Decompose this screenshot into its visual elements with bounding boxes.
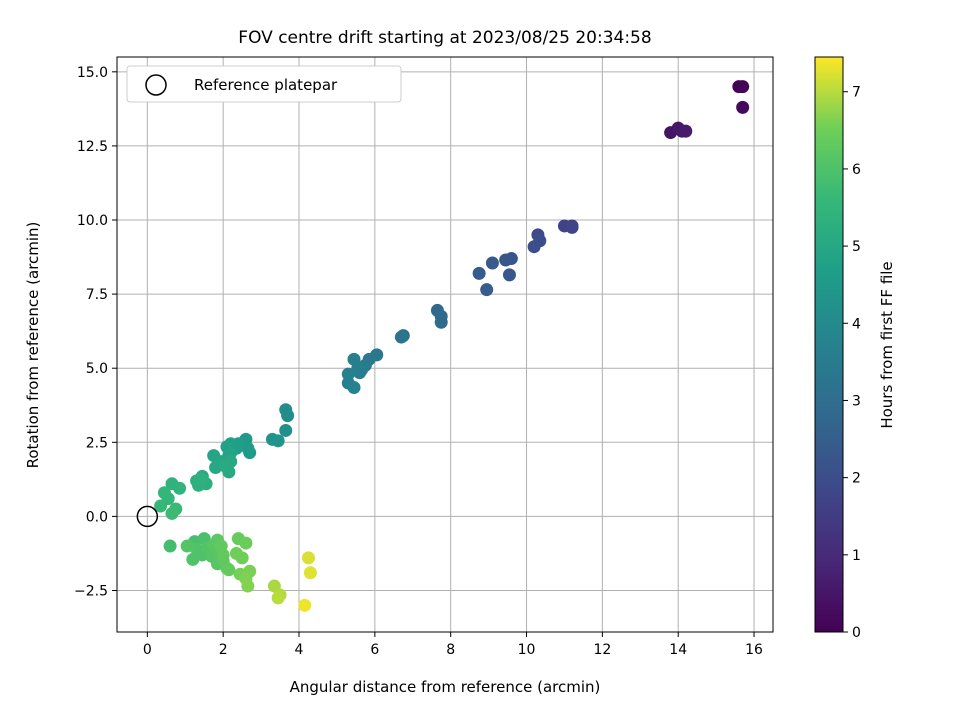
data-point xyxy=(303,566,317,580)
chart-title: FOV centre drift starting at 2023/08/25 … xyxy=(238,28,651,48)
colorbar-tick-label: 0 xyxy=(852,625,861,641)
data-point xyxy=(679,124,693,138)
data-point xyxy=(485,256,499,270)
legend-box xyxy=(126,65,402,103)
data-point xyxy=(502,268,516,282)
data-point xyxy=(243,446,257,460)
y-tick-label: 0.0 xyxy=(86,509,108,525)
y-tick-label: 2.5 xyxy=(86,435,108,451)
data-point xyxy=(527,240,541,254)
legend-label: Reference platepar xyxy=(194,76,338,94)
data-point xyxy=(279,423,293,437)
colorbar-gradient xyxy=(814,56,844,633)
data-point xyxy=(218,459,232,473)
data-point xyxy=(239,536,253,550)
colorbar-tick-label: 7 xyxy=(852,85,861,101)
data-point xyxy=(186,552,200,566)
data-point xyxy=(180,539,194,553)
data-point xyxy=(271,434,285,448)
data-point xyxy=(193,472,207,486)
y-tick-label: 15.0 xyxy=(77,65,108,81)
y-tick-label: −2.5 xyxy=(74,584,108,600)
data-point xyxy=(434,315,448,329)
plot-frame xyxy=(116,56,774,633)
data-point xyxy=(298,598,312,612)
data-point xyxy=(281,409,295,423)
data-point xyxy=(394,330,408,344)
data-point xyxy=(216,548,230,562)
data-point xyxy=(347,380,361,394)
colorbar-tick-label: 3 xyxy=(852,393,861,409)
colorbar-tick-label: 6 xyxy=(852,162,861,178)
x-tick-label: 6 xyxy=(370,642,379,658)
x-tick-label: 0 xyxy=(143,642,152,658)
x-tick-label: 10 xyxy=(518,642,536,658)
x-axis-ticks: 0 2 4 6 8 10 12 14 16 xyxy=(143,632,763,658)
data-point xyxy=(241,579,255,593)
data-point xyxy=(351,361,365,375)
y-tick-label: 10.0 xyxy=(77,213,108,229)
y-tick-label: 7.5 xyxy=(86,287,108,303)
data-point xyxy=(301,551,315,565)
colorbar-tick-label: 2 xyxy=(852,471,861,487)
x-tick-label: 14 xyxy=(669,642,687,658)
data-point xyxy=(499,253,513,267)
colorbar-tick-label: 1 xyxy=(852,548,861,564)
data-point xyxy=(165,506,179,520)
data-point xyxy=(341,367,355,381)
y-axis-ticks: −2.5 0.0 2.5 5.0 7.5 10.0 12.5 15.0 xyxy=(74,65,117,600)
x-tick-label: 16 xyxy=(745,642,763,658)
data-point xyxy=(736,80,750,94)
x-tick-label: 2 xyxy=(219,642,228,658)
colorbar-tick-label: 5 xyxy=(852,239,861,255)
y-tick-label: 5.0 xyxy=(86,361,108,377)
data-points xyxy=(154,80,750,612)
legend-marker xyxy=(145,74,167,96)
data-point xyxy=(173,481,187,495)
y-axis-label: Rotation from reference (arcmin) xyxy=(24,222,42,469)
data-point xyxy=(235,551,249,565)
data-point xyxy=(472,266,486,280)
data-point xyxy=(163,539,177,553)
x-axis-label: Angular distance from reference (arcmin) xyxy=(290,678,601,696)
colorbar-ticks: 0 1 2 3 4 5 6 7 xyxy=(843,85,861,641)
data-point xyxy=(271,591,285,605)
colorbar-tick-label: 4 xyxy=(852,316,861,332)
data-point xyxy=(480,283,494,297)
data-point xyxy=(154,499,168,513)
legend: Reference platepar xyxy=(126,65,402,103)
data-point xyxy=(565,220,579,234)
y-tick-label: 12.5 xyxy=(77,139,108,155)
colorbar: 0 1 2 3 4 5 6 7 Hours from first FF file xyxy=(814,56,896,641)
x-tick-label: 8 xyxy=(446,642,455,658)
data-point xyxy=(222,563,236,577)
colorbar-label: Hours from first FF file xyxy=(878,261,896,428)
data-point xyxy=(736,100,750,114)
x-tick-label: 12 xyxy=(593,642,611,658)
reference-marker xyxy=(136,505,159,528)
x-tick-label: 4 xyxy=(295,642,304,658)
